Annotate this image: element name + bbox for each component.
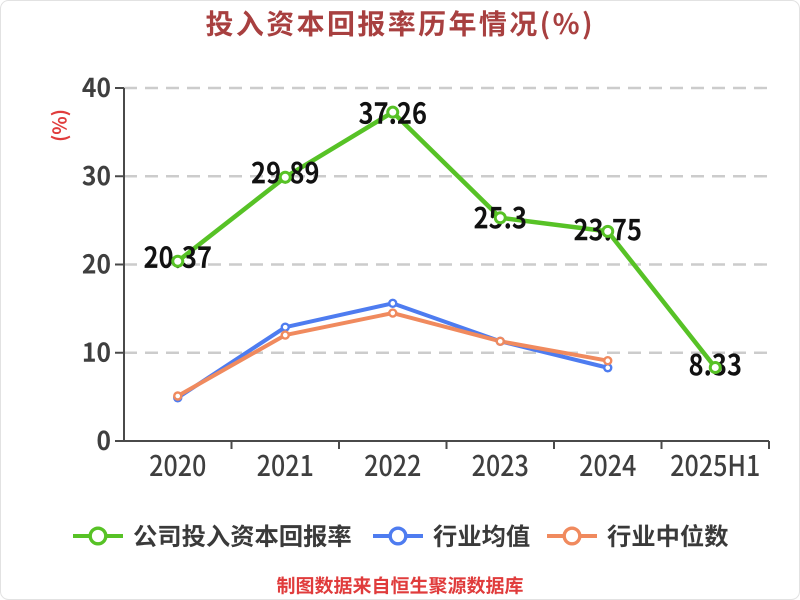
point-industry-mean-2021	[280, 322, 290, 332]
green-circle-marker	[88, 526, 108, 546]
blue-circle-marker	[388, 526, 408, 546]
point-industry-mean-2022	[388, 298, 398, 309]
point-industry-median-2020	[173, 391, 183, 401]
point-company-roic-2023	[493, 211, 507, 225]
point-industry-median-2023	[495, 336, 505, 346]
point-company-roic-2021	[278, 170, 292, 184]
legend-item-industry-median[interactable]	[547, 524, 729, 548]
line-company-roic	[175, 109, 718, 370]
data-point-markers	[171, 105, 722, 403]
legend-item-industry-mean[interactable]	[373, 524, 530, 548]
legend-label	[607, 524, 729, 548]
legend	[73, 524, 729, 548]
point-company-roic-2020	[171, 254, 185, 268]
legend-item-company-roic[interactable]	[73, 524, 351, 548]
orange-circle-marker	[562, 526, 582, 546]
axes	[115, 87, 770, 449]
point-company-roic-2024	[601, 224, 615, 238]
point-industry-median-2022	[388, 308, 398, 318]
point-industry-median-2021	[280, 330, 290, 340]
point-company-roic-2025h1	[708, 360, 722, 374]
point-industry-median-2024	[603, 355, 613, 366]
gridlines	[124, 86, 769, 354]
point-company-roic-2022	[386, 105, 400, 119]
